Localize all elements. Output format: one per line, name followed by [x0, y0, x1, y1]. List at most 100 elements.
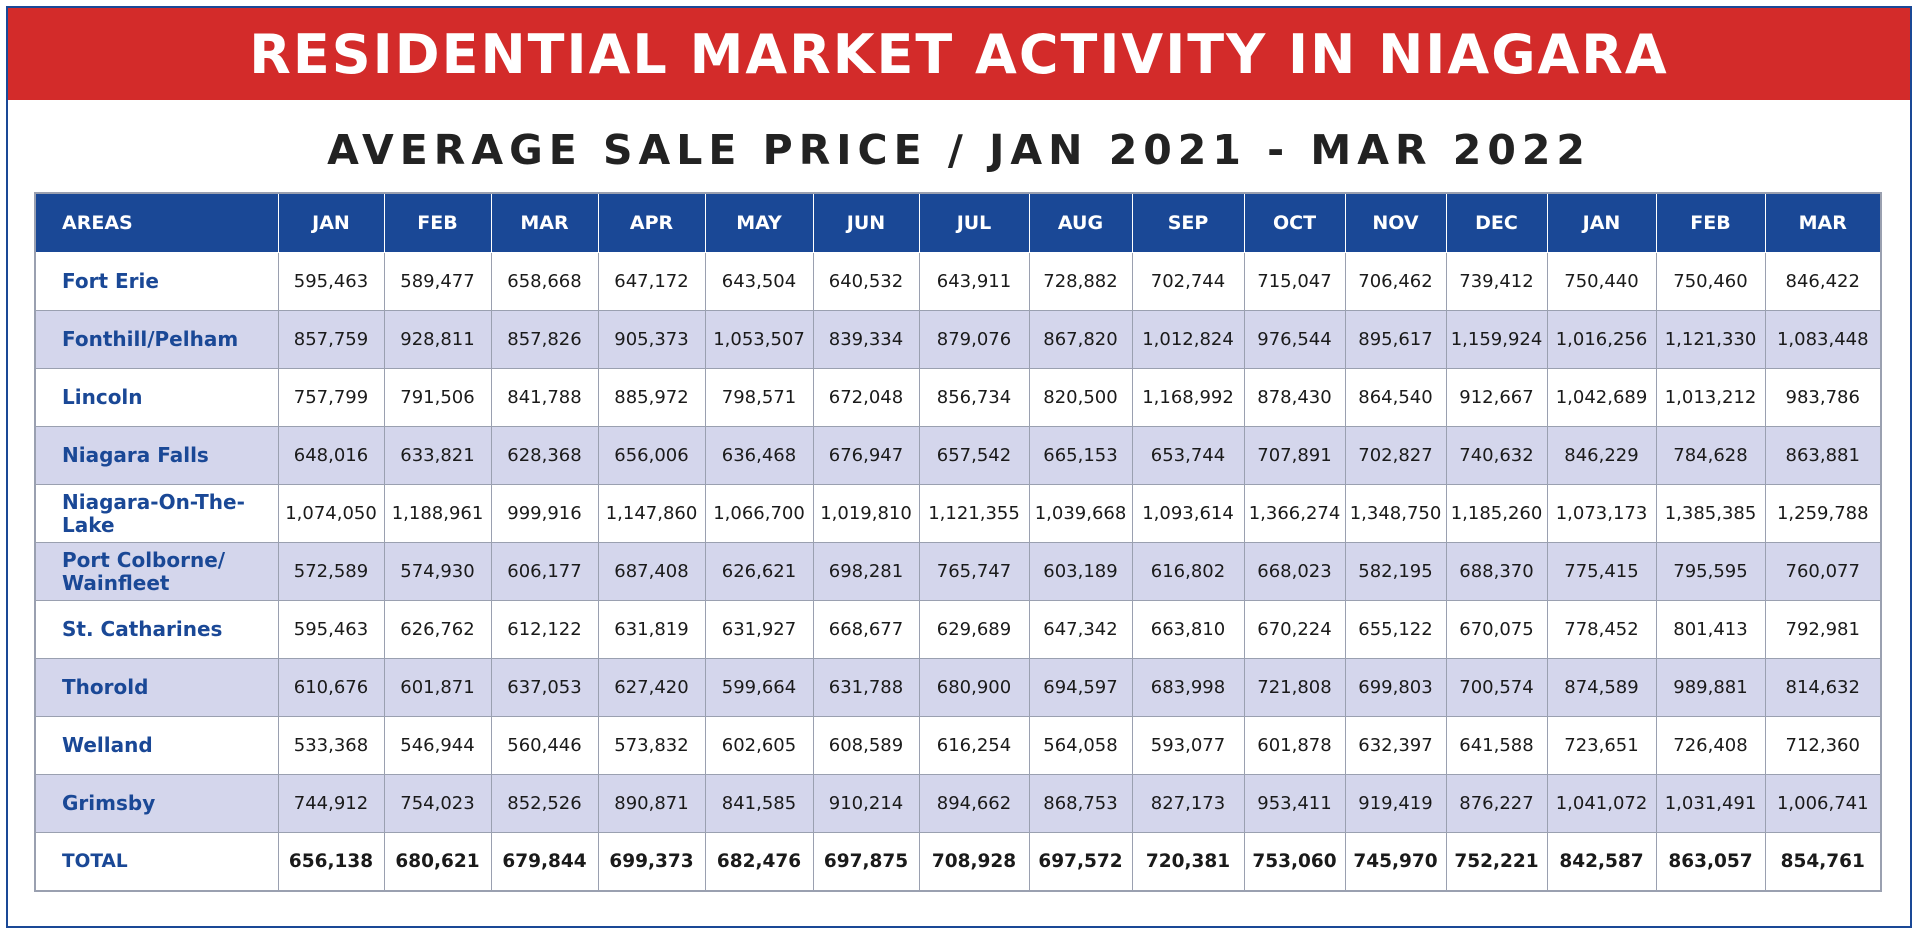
column-header-month: JAN [1546, 192, 1657, 253]
price-cell: 750,460 [1655, 252, 1766, 311]
table-body: Fort Erie 595,463 589,477 658,668 647,172 643… [34, 252, 1882, 892]
total-cell: 720,381 [1131, 832, 1245, 892]
column-header-month: APR [597, 192, 706, 253]
price-cell: 688,370 [1445, 542, 1548, 601]
price-cell: 648,016 [277, 426, 385, 485]
price-cell: 885,972 [597, 368, 706, 427]
price-cell: 702,827 [1344, 426, 1447, 485]
header-row: AREAS JAN FEB MAR APR MAY JUN JUL AUG SEP OCT NOV DE… [34, 192, 1882, 253]
price-cell: 616,254 [918, 716, 1030, 775]
price-cell: 626,621 [704, 542, 814, 601]
price-cell: 754,023 [383, 774, 492, 833]
price-cell: 1,012,824 [1131, 310, 1245, 369]
price-cell: 1,185,260 [1445, 484, 1548, 543]
price-cell: 976,544 [1243, 310, 1346, 369]
price-cell: 1,366,274 [1243, 484, 1346, 543]
total-label: TOTAL [34, 832, 279, 892]
total-cell: 752,221 [1445, 832, 1548, 892]
price-cell: 857,826 [490, 310, 599, 369]
price-cell: 1,188,961 [383, 484, 492, 543]
area-name: Niagara Falls [34, 426, 279, 485]
price-cell: 1,006,741 [1764, 774, 1882, 833]
price-table: AREAS JAN FEB MAR APR MAY JUN JUL AUG SEP OCT NOV DE… [34, 192, 1882, 892]
price-cell: 1,121,330 [1655, 310, 1766, 369]
price-cell: 670,224 [1243, 600, 1346, 659]
area-name: Lincoln [34, 368, 279, 427]
total-cell: 697,875 [812, 832, 920, 892]
price-cell: 612,122 [490, 600, 599, 659]
price-cell: 668,677 [812, 600, 920, 659]
table-row: Thorold 610,676 601,871 637,053 627,420 599,6… [34, 658, 1882, 717]
price-cell: 1,074,050 [277, 484, 385, 543]
price-cell: 636,468 [704, 426, 814, 485]
price-cell: 680,900 [918, 658, 1030, 717]
price-cell: 765,747 [918, 542, 1030, 601]
price-cell: 846,422 [1764, 252, 1882, 311]
column-header-month: FEB [1655, 192, 1766, 253]
table-row: Grimsby 744,912 754,023 852,526 890,871 841,5… [34, 774, 1882, 833]
table-row: Lincoln 757,799 791,506 841,788 885,972 798,5… [34, 368, 1882, 427]
price-cell: 928,811 [383, 310, 492, 369]
price-cell: 894,662 [918, 774, 1030, 833]
total-cell: 679,844 [490, 832, 599, 892]
price-cell: 726,408 [1655, 716, 1766, 775]
column-header-month: MAR [1764, 192, 1882, 253]
price-cell: 628,368 [490, 426, 599, 485]
price-cell: 643,911 [918, 252, 1030, 311]
price-cell: 1,019,810 [812, 484, 920, 543]
price-cell: 1,066,700 [704, 484, 814, 543]
column-header-month: OCT [1243, 192, 1346, 253]
price-cell: 1,168,992 [1131, 368, 1245, 427]
price-cell: 919,419 [1344, 774, 1447, 833]
price-cell: 676,947 [812, 426, 920, 485]
table-row: Niagara-On-The-Lake 1,074,050 1,188,961 999… [34, 484, 1882, 543]
price-cell: 564,058 [1028, 716, 1133, 775]
column-header-month: JUN [812, 192, 920, 253]
price-cell: 641,588 [1445, 716, 1548, 775]
column-header-month: NOV [1344, 192, 1447, 253]
price-cell: 856,734 [918, 368, 1030, 427]
price-cell: 599,664 [704, 658, 814, 717]
price-cell: 857,759 [277, 310, 385, 369]
table-row: Port Colborne/ Wainfleet 572,589 574,930 60… [34, 542, 1882, 601]
price-cell: 827,173 [1131, 774, 1245, 833]
price-cell: 1,073,173 [1546, 484, 1657, 543]
price-cell: 572,589 [277, 542, 385, 601]
price-cell: 820,500 [1028, 368, 1133, 427]
price-cell: 712,360 [1764, 716, 1882, 775]
price-cell: 846,229 [1546, 426, 1657, 485]
price-cell: 814,632 [1764, 658, 1882, 717]
price-cell: 839,334 [812, 310, 920, 369]
area-name: St. Catharines [34, 600, 279, 659]
price-cell: 647,342 [1028, 600, 1133, 659]
price-cell: 1,348,750 [1344, 484, 1447, 543]
price-cell: 683,998 [1131, 658, 1245, 717]
price-cell: 778,452 [1546, 600, 1657, 659]
price-cell: 841,585 [704, 774, 814, 833]
price-cell: 863,881 [1764, 426, 1882, 485]
price-cell: 687,408 [597, 542, 706, 601]
column-header-month: MAY [704, 192, 814, 253]
price-cell: 792,981 [1764, 600, 1882, 659]
total-cell: 656,138 [277, 832, 385, 892]
price-cell: 890,871 [597, 774, 706, 833]
price-cell: 912,667 [1445, 368, 1548, 427]
price-cell: 595,463 [277, 600, 385, 659]
price-cell: 723,651 [1546, 716, 1657, 775]
price-cell: 668,023 [1243, 542, 1346, 601]
price-cell: 1,159,924 [1445, 310, 1548, 369]
price-cell: 798,571 [704, 368, 814, 427]
column-header-month: MAR [490, 192, 599, 253]
price-cell: 631,819 [597, 600, 706, 659]
area-name: Fonthill/Pelham [34, 310, 279, 369]
column-header-month: JUL [918, 192, 1030, 253]
price-cell: 574,930 [383, 542, 492, 601]
total-cell: 708,928 [918, 832, 1030, 892]
price-cell: 694,597 [1028, 658, 1133, 717]
price-cell: 801,413 [1655, 600, 1766, 659]
price-cell: 910,214 [812, 774, 920, 833]
price-cell: 573,832 [597, 716, 706, 775]
price-cell: 721,808 [1243, 658, 1346, 717]
price-cell: 616,802 [1131, 542, 1245, 601]
price-cell: 631,927 [704, 600, 814, 659]
